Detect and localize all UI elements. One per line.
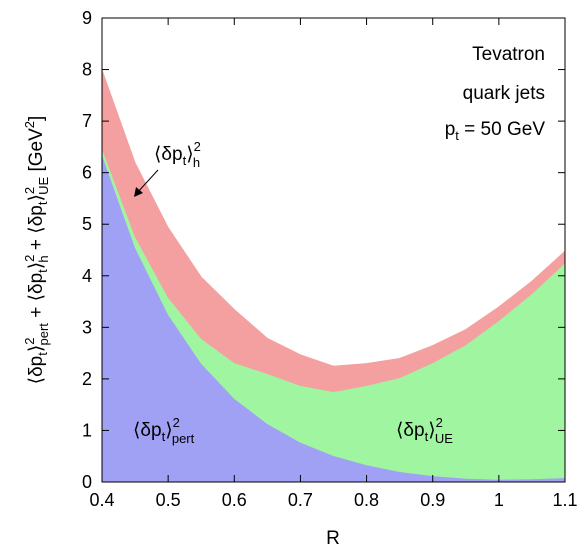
arrow-h <box>134 169 159 197</box>
y-tick-label: 4 <box>82 266 92 286</box>
label-pert: ⟨δpt⟩2 pert <box>133 415 195 446</box>
label-h: ⟨δpt⟩2 h <box>154 139 201 170</box>
y-axis-label: ⟨δpt⟩2pert + ⟨δpt⟩2h + ⟨δpt⟩2UE [GeV2] <box>22 116 51 385</box>
x-tick-label: 1.1 <box>552 490 577 510</box>
x-tick-label: 0.5 <box>156 490 181 510</box>
x-axis-label: R <box>326 528 340 549</box>
x-tick-label: 0.8 <box>354 490 379 510</box>
x-tick-label: 0.9 <box>420 490 445 510</box>
y-tick-label: 0 <box>82 472 92 492</box>
annotation-quark-jets: quark jets <box>463 83 545 104</box>
y-tick-label: 7 <box>82 111 92 131</box>
annotation-pt: pt = 50 GeV <box>445 119 546 143</box>
y-tick-label: 8 <box>82 60 92 80</box>
annotation-tevatron: Tevatron <box>472 44 545 65</box>
plot-frame <box>101 17 566 483</box>
y-tick-label: 2 <box>82 369 92 389</box>
y-tick-label: 3 <box>82 317 92 337</box>
x-tick-label: 1 <box>494 490 504 510</box>
x-tick-label: 0.7 <box>288 490 313 510</box>
label-ue: ⟨δpt⟩2 UE <box>396 415 453 446</box>
y-tick-label: 1 <box>82 420 92 440</box>
y-tick-label: 6 <box>82 163 92 183</box>
x-tick-label: 0.6 <box>222 490 247 510</box>
x-tick-label: 0.4 <box>89 490 114 510</box>
y-axis-ticks: 0 1 2 3 4 5 6 7 8 9 <box>82 8 565 492</box>
y-tick-label: 5 <box>82 214 92 234</box>
y-tick-label: 9 <box>82 8 92 28</box>
x-axis-ticks: 0.4 0.5 0.6 0.7 0.8 0.9 1 1.1 <box>89 18 578 510</box>
